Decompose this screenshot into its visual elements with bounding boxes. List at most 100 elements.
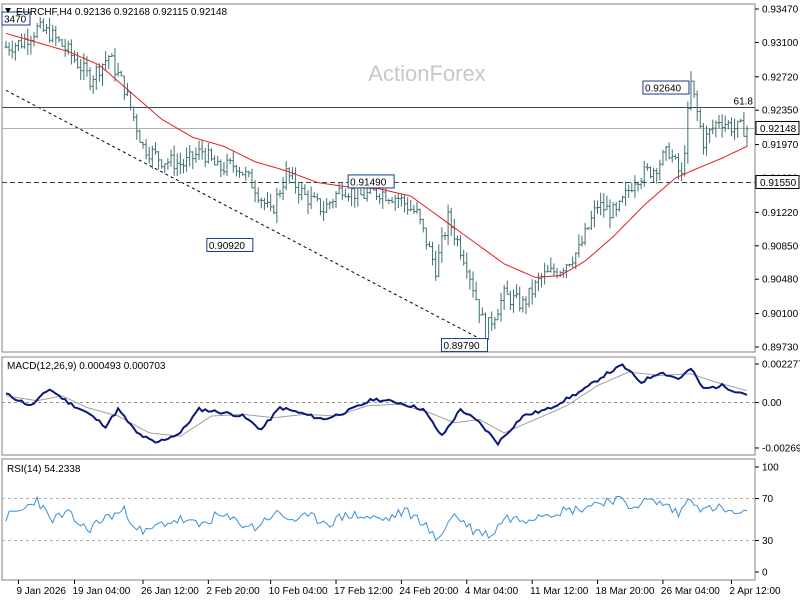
ohlc-bar — [107, 55, 111, 70]
ohlc-bar — [443, 232, 447, 241]
ohlc-bar — [259, 197, 263, 209]
macd-frame — [1, 356, 756, 456]
ohlc-bar — [153, 142, 157, 155]
ohlc-bar — [203, 147, 207, 167]
ohlc-bar — [465, 252, 469, 279]
ohlc-bar — [375, 188, 378, 200]
ohlc-bar — [57, 36, 61, 43]
ohlc-bar — [82, 53, 86, 81]
ohlc-bar — [487, 317, 491, 340]
ohlc-bar — [736, 120, 740, 138]
time-tick-label: 10 Feb 04:00 — [269, 586, 328, 597]
ohlc-bar — [543, 262, 547, 285]
ohlc-bar — [119, 70, 123, 77]
ohlc-bar — [549, 257, 553, 273]
annotation-box — [642, 80, 690, 95]
ohlc-bar — [714, 120, 718, 138]
ohlc-bar — [583, 222, 587, 246]
ohlc-bar — [729, 117, 733, 137]
ohlc-bar — [614, 201, 618, 217]
ohlc-bar — [331, 198, 335, 209]
ohlc-bar — [608, 199, 612, 229]
rsi-tick-label: 0 — [762, 568, 768, 579]
ohlc-bar — [51, 25, 55, 43]
ohlc-bar — [424, 227, 428, 250]
annotation-label: 0.90920 — [209, 241, 246, 252]
ohlc-bar — [322, 200, 326, 221]
ohlc-bar — [169, 149, 173, 167]
price-tick-label: 0.91970 — [762, 140, 799, 151]
ohlc-bar — [620, 195, 624, 203]
ohlc-bar — [630, 182, 634, 193]
ohlc-bar — [138, 129, 142, 143]
rsi-frame — [1, 458, 756, 581]
ohlc-bar — [652, 167, 656, 184]
ohlc-bar — [645, 163, 649, 171]
ohlc-bar — [639, 177, 643, 190]
ohlc-bar — [692, 80, 696, 99]
ohlc-bar — [695, 90, 699, 121]
ohlc-bar — [66, 40, 70, 55]
ohlc-bar — [7, 42, 11, 56]
ohlc-bar — [110, 53, 114, 57]
ohlc-bar — [711, 119, 715, 135]
price-tick-label: 0.92350 — [762, 106, 799, 117]
ohlc-bar — [144, 139, 148, 160]
ohlc-bar — [219, 159, 223, 178]
rsi-tick-label: 100 — [762, 463, 779, 474]
rsi-line — [5, 495, 748, 541]
ohlc-bar — [490, 311, 494, 331]
time-tick-label: 2 Feb 20:00 — [206, 586, 260, 597]
ohlc-bar — [624, 181, 628, 206]
ohlc-bar — [275, 187, 279, 224]
time-tick-label: 26 Jan 12:00 — [141, 586, 199, 597]
macd-tick-label: 0.002277 — [762, 360, 800, 371]
ohlc-bar — [94, 64, 98, 90]
ohlc-bar — [440, 227, 444, 263]
ohlc-bar — [315, 193, 319, 202]
ohlc-bar — [97, 63, 101, 82]
ohlc-bar — [194, 147, 198, 163]
ohlc-bar — [191, 151, 195, 170]
ohlc-bar — [555, 267, 559, 279]
price-panel: 0.934700.931000.927200.923500.919700.916… — [1, 3, 800, 354]
ohlc-bar — [403, 195, 407, 213]
ohlc-bar — [627, 184, 631, 198]
annotation-box — [347, 174, 395, 189]
rsi-tick-label: 30 — [762, 536, 774, 547]
ohlc-bar — [399, 193, 403, 207]
ohlc-bar — [511, 289, 515, 313]
ohlc-bar — [515, 284, 519, 299]
ohlc-bar — [468, 269, 472, 290]
ohlc-bar — [69, 39, 73, 65]
ohlc-bar — [29, 35, 33, 55]
macd-tick-label: -0.002693 — [762, 444, 800, 455]
ohlc-bar — [592, 200, 596, 228]
time-axis: 9 Jan 2026 19 Jan 04:00 26 Jan 12:00 2 Feb … — [16, 580, 781, 597]
ohlc-bar — [564, 263, 568, 279]
annotation-label: 0.91490 — [350, 177, 387, 188]
ohlc-bar — [717, 114, 721, 129]
time-tick-label: 9 Jan 2026 — [16, 586, 66, 597]
price-tick-label: 0.93100 — [762, 38, 799, 49]
ohlc-bar — [677, 153, 681, 180]
ohlc-bar — [38, 17, 42, 29]
ohlc-bar — [337, 182, 341, 195]
annotation-box — [440, 338, 488, 353]
ohlc-bar — [312, 191, 316, 198]
ohlc-bar — [521, 295, 525, 313]
trendline — [5, 89, 486, 343]
ohlc-bar — [701, 123, 705, 155]
ohlc-bar — [596, 200, 600, 215]
ohlc-bar — [546, 264, 550, 273]
ohlc-bar — [13, 42, 17, 61]
ohlc-bar — [157, 151, 161, 170]
rsi-label: RSI(14) 54.2338 — [7, 464, 81, 475]
ohlc-bar — [733, 118, 737, 140]
ohlc-bar — [524, 296, 528, 315]
price-tick-label: 0.89730 — [762, 343, 799, 354]
ohlc-bar — [496, 308, 500, 321]
ohlc-bar — [720, 114, 724, 138]
ohlc-bar — [247, 170, 251, 178]
